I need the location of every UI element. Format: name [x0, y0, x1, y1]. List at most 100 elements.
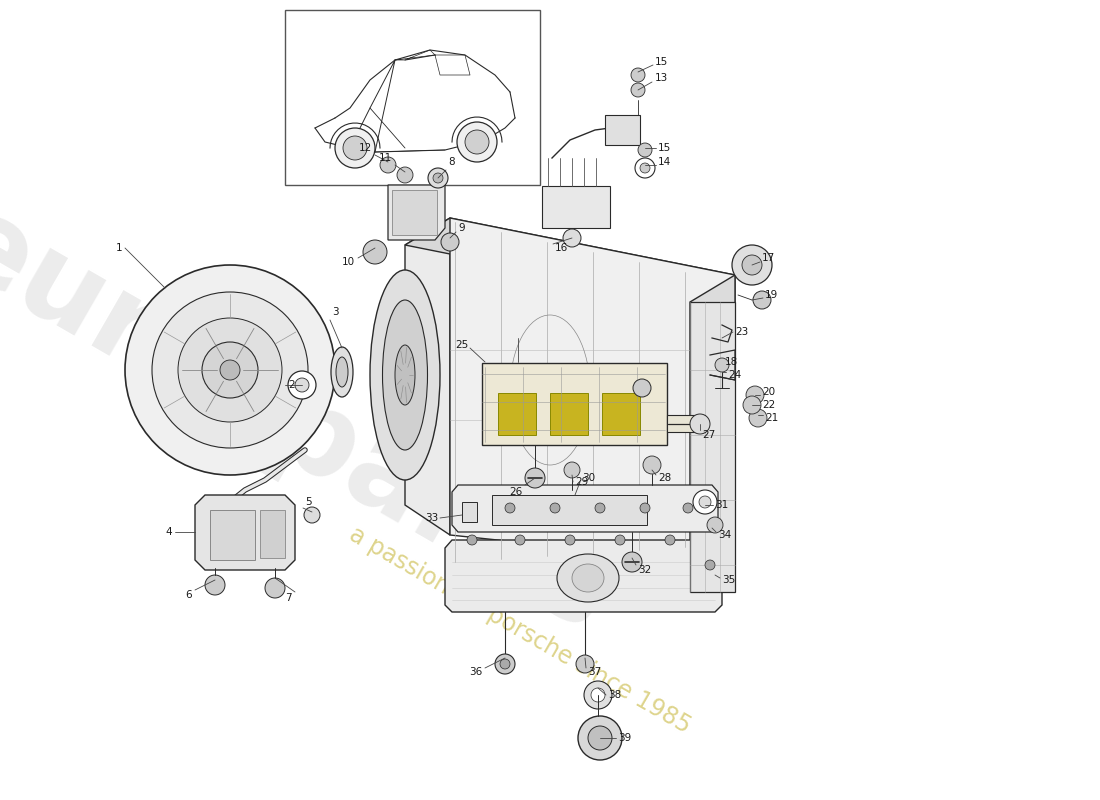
Circle shape	[397, 167, 412, 183]
Text: 31: 31	[715, 500, 728, 510]
Circle shape	[295, 378, 309, 392]
Text: 6: 6	[186, 590, 192, 600]
Circle shape	[288, 371, 316, 399]
Circle shape	[178, 318, 282, 422]
Circle shape	[644, 456, 661, 474]
Ellipse shape	[572, 564, 604, 592]
Text: 33: 33	[425, 513, 438, 523]
Text: 19: 19	[764, 290, 779, 300]
Circle shape	[565, 535, 575, 545]
Text: 23: 23	[735, 327, 748, 337]
Text: 17: 17	[762, 253, 776, 263]
Polygon shape	[405, 218, 735, 302]
Circle shape	[505, 503, 515, 513]
Text: 25: 25	[454, 340, 467, 350]
Polygon shape	[405, 218, 450, 535]
Text: 4: 4	[165, 527, 172, 537]
Circle shape	[705, 560, 715, 570]
Circle shape	[595, 503, 605, 513]
Circle shape	[715, 358, 729, 372]
Circle shape	[707, 517, 723, 533]
Circle shape	[732, 245, 772, 285]
Polygon shape	[450, 218, 735, 565]
Text: 3: 3	[332, 307, 339, 317]
Circle shape	[693, 490, 717, 514]
Circle shape	[666, 535, 675, 545]
Text: 10: 10	[342, 257, 355, 267]
Circle shape	[465, 130, 490, 154]
Circle shape	[615, 535, 625, 545]
Bar	[690, 302, 735, 592]
Ellipse shape	[383, 300, 428, 450]
Text: 36: 36	[469, 667, 482, 677]
Text: 21: 21	[764, 413, 779, 423]
Text: 7: 7	[285, 593, 292, 603]
Bar	[602, 393, 640, 435]
Circle shape	[205, 575, 225, 595]
Circle shape	[125, 265, 336, 475]
Circle shape	[220, 360, 240, 380]
Bar	[482, 363, 667, 445]
Circle shape	[456, 122, 497, 162]
Text: 15: 15	[658, 143, 671, 153]
Circle shape	[363, 240, 387, 264]
Circle shape	[379, 157, 396, 173]
Text: 15: 15	[654, 57, 669, 67]
Circle shape	[500, 659, 510, 669]
Text: 29: 29	[575, 477, 589, 487]
Polygon shape	[452, 485, 718, 532]
Circle shape	[468, 535, 477, 545]
Polygon shape	[388, 185, 446, 240]
Circle shape	[683, 503, 693, 513]
Bar	[392, 190, 437, 235]
Text: 18: 18	[725, 357, 738, 367]
Text: 35: 35	[722, 575, 735, 585]
Circle shape	[584, 681, 612, 709]
Text: 24: 24	[728, 370, 741, 380]
Circle shape	[265, 578, 285, 598]
Text: 38: 38	[608, 690, 622, 700]
Circle shape	[202, 342, 258, 398]
Circle shape	[441, 233, 459, 251]
Bar	[285, 10, 540, 185]
Text: 14: 14	[658, 157, 671, 167]
Circle shape	[576, 655, 594, 673]
Text: 26: 26	[508, 487, 522, 497]
Ellipse shape	[370, 270, 440, 480]
Bar	[210, 510, 255, 560]
Text: 27: 27	[702, 430, 715, 440]
Circle shape	[621, 552, 642, 572]
Polygon shape	[667, 415, 705, 432]
Text: 13: 13	[654, 73, 669, 83]
Bar	[462, 502, 477, 522]
Text: 20: 20	[762, 387, 776, 397]
Circle shape	[525, 468, 544, 488]
Circle shape	[591, 688, 605, 702]
Circle shape	[515, 535, 525, 545]
Bar	[498, 393, 536, 435]
Text: 8: 8	[448, 157, 454, 167]
Text: 39: 39	[618, 733, 631, 743]
Ellipse shape	[395, 345, 415, 405]
Circle shape	[631, 83, 645, 97]
Circle shape	[463, 503, 473, 513]
Circle shape	[638, 143, 652, 157]
Bar	[492, 495, 647, 525]
Bar	[550, 393, 588, 435]
Circle shape	[754, 291, 771, 309]
Text: 37: 37	[588, 667, 602, 677]
Text: 30: 30	[582, 473, 595, 483]
Circle shape	[433, 173, 443, 183]
Text: 28: 28	[658, 473, 671, 483]
Text: 2: 2	[288, 380, 295, 390]
Circle shape	[578, 716, 621, 760]
Circle shape	[749, 409, 767, 427]
Text: 1: 1	[116, 243, 122, 253]
Text: a passion for porsche since 1985: a passion for porsche since 1985	[345, 522, 695, 738]
Ellipse shape	[336, 357, 348, 387]
Text: 16: 16	[556, 243, 569, 253]
Circle shape	[588, 726, 612, 750]
Text: 32: 32	[638, 565, 651, 575]
Circle shape	[336, 128, 375, 168]
Circle shape	[550, 503, 560, 513]
